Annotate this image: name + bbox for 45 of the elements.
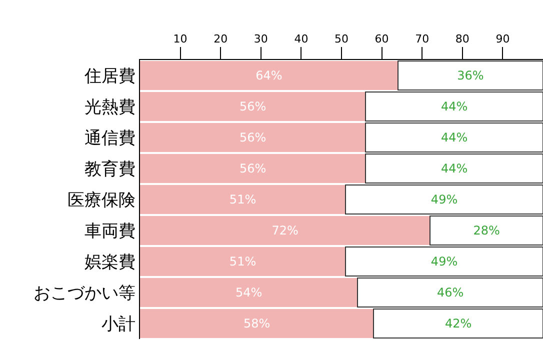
y-tick-label: 小計 <box>102 314 136 334</box>
y-tick-label: おこづかい等 <box>34 283 136 304</box>
y-tick-label: 医療保険 <box>68 190 136 210</box>
data-label: 28% <box>473 224 500 238</box>
y-tick-label: 車両費 <box>84 221 136 242</box>
data-label: 72% <box>272 224 298 238</box>
bar <box>140 185 346 214</box>
bar <box>140 247 346 276</box>
x-tick-label: 40 <box>294 32 308 46</box>
data-label: 51% <box>229 192 256 206</box>
data-label: 44% <box>441 162 468 176</box>
data-label: 58% <box>244 316 270 330</box>
data-label: 56% <box>240 162 266 176</box>
data-label: 51% <box>229 254 256 268</box>
bar <box>140 92 366 121</box>
bar <box>140 123 366 152</box>
data-label: 44% <box>441 130 468 144</box>
y-tick-label: 住居費 <box>84 66 136 86</box>
x-tick-label: 80 <box>455 32 470 46</box>
data-label: 49% <box>430 254 458 268</box>
y-tick-label: 娯楽費 <box>84 252 136 272</box>
x-tick-label: 60 <box>374 32 389 46</box>
data-label: 56% <box>240 130 266 144</box>
data-label: 64% <box>256 68 282 82</box>
x-tick-label: 30 <box>254 32 268 46</box>
bar <box>140 278 358 307</box>
y-tick-label: 通信費 <box>84 128 136 148</box>
data-label: 42% <box>445 316 472 330</box>
bar <box>140 61 398 90</box>
data-label: 49% <box>430 192 458 206</box>
bar <box>140 216 430 245</box>
data-label: 36% <box>457 68 484 82</box>
x-tick-label: 10 <box>173 32 188 46</box>
x-tick-label: 90 <box>496 32 510 46</box>
y-tick-label: 教育費 <box>84 159 136 180</box>
data-label: 46% <box>436 286 464 300</box>
bar <box>140 309 374 338</box>
x-tick-label: 70 <box>415 32 430 46</box>
data-label: 44% <box>441 100 468 114</box>
x-tick-label: 20 <box>214 32 228 46</box>
y-tick-label: 光熱費 <box>84 97 136 118</box>
data-label: 56% <box>240 100 266 114</box>
data-label: 54% <box>235 286 262 300</box>
x-tick-label: 50 <box>334 32 348 46</box>
bar <box>140 154 366 183</box>
